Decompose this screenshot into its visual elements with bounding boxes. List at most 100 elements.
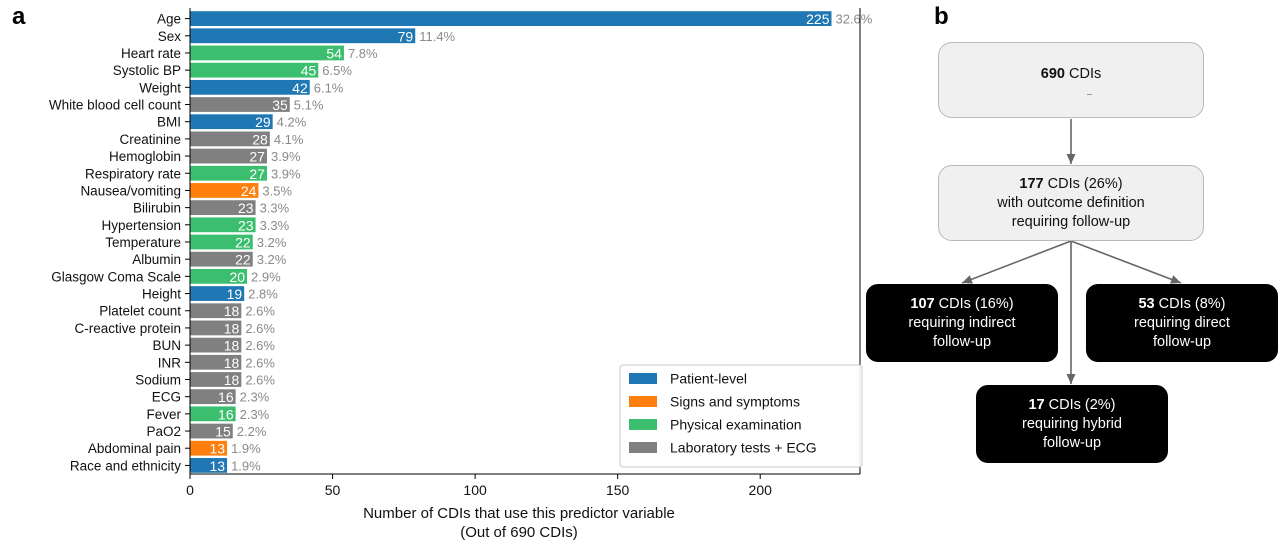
bar-chart: Age 225 32.6% Sex 79 11.4% Heart rate 54 7.8% Sys… bbox=[49, 11, 873, 474]
bar bbox=[190, 458, 228, 473]
x-tick-label: 150 bbox=[606, 482, 630, 498]
bar bbox=[190, 97, 290, 112]
flow-box-indirect: 107 CDIs (16%) requiring indirect follow… bbox=[866, 284, 1058, 362]
flow-direct-count: 53 bbox=[1138, 295, 1155, 312]
bar-value-label: 13 bbox=[209, 458, 225, 474]
category-label: BUN bbox=[152, 338, 181, 353]
flow-box-direct: 53 CDIs (8%) requiring direct follow-up bbox=[1086, 284, 1278, 362]
category-label: Sex bbox=[158, 29, 182, 44]
bar-value-label: 79 bbox=[398, 28, 414, 44]
x-axis-title: Number of CDIs that use this predictor v… bbox=[363, 505, 675, 522]
category-label: Age bbox=[157, 12, 181, 27]
arrow-head bbox=[962, 275, 973, 284]
bar-value-label: 27 bbox=[249, 166, 265, 182]
category-label: Bilirubin bbox=[133, 201, 181, 216]
flow-followup-line3: requiring follow-up bbox=[1011, 213, 1131, 230]
legend-swatch bbox=[629, 396, 657, 407]
bar bbox=[190, 303, 242, 319]
bar-percent-label: 2.3% bbox=[240, 407, 270, 422]
flow-total-text: CDIs bbox=[1064, 66, 1102, 82]
bar-value-label: 23 bbox=[238, 200, 254, 216]
bar bbox=[190, 320, 242, 336]
legend-label: Physical examination bbox=[670, 417, 802, 433]
bar bbox=[190, 217, 256, 233]
flow-total-count: 690 bbox=[1040, 66, 1065, 82]
flow-direct-line1: CDIs (8%) bbox=[1154, 295, 1226, 312]
bar bbox=[190, 423, 233, 439]
bar-percent-label: 1.9% bbox=[231, 458, 261, 473]
bar bbox=[190, 131, 270, 147]
bar-percent-label: 3.9% bbox=[271, 166, 301, 181]
bar-percent-label: 3.2% bbox=[257, 252, 287, 267]
panel-a-letter: a bbox=[12, 3, 26, 30]
bar-percent-label: 32.6% bbox=[835, 12, 872, 27]
bar-percent-label: 4.2% bbox=[277, 115, 307, 130]
x-tick-label: 50 bbox=[325, 482, 341, 498]
category-label: Hemoglobin bbox=[109, 149, 181, 164]
legend-swatch bbox=[629, 442, 657, 453]
flow-hybrid-count: 17 bbox=[1028, 396, 1045, 413]
category-label: Sodium bbox=[135, 372, 181, 387]
bar-value-label: 54 bbox=[326, 45, 342, 61]
category-label: Nausea/vomiting bbox=[80, 183, 181, 198]
bar bbox=[190, 354, 242, 370]
category-label: C-reactive protein bbox=[74, 321, 181, 336]
x-tick-label: 200 bbox=[749, 482, 773, 498]
bar-percent-label: 4.1% bbox=[274, 132, 304, 147]
bar bbox=[190, 440, 228, 456]
legend-frame bbox=[619, 364, 863, 468]
flowchart-arrows bbox=[961, 119, 1182, 384]
bar-value-label: 16 bbox=[218, 389, 234, 405]
bar-value-label: 23 bbox=[238, 217, 254, 233]
bar-percent-label: 6.1% bbox=[314, 80, 344, 95]
bar-percent-label: 7.8% bbox=[348, 46, 378, 61]
bar-percent-label: 2.6% bbox=[245, 355, 275, 370]
bar-percent-label: 3.2% bbox=[257, 235, 287, 250]
legend-swatch bbox=[629, 419, 657, 430]
category-label: Height bbox=[142, 287, 181, 302]
legend-label: Laboratory tests + ECG bbox=[670, 440, 817, 456]
bar-percent-label: 2.6% bbox=[245, 338, 275, 353]
category-label: Platelet count bbox=[99, 304, 181, 319]
bar-value-label: 16 bbox=[218, 406, 234, 422]
x-tick-label: 100 bbox=[463, 482, 487, 498]
bar-value-label: 45 bbox=[301, 63, 317, 79]
bar-value-label: 28 bbox=[252, 131, 268, 147]
bar-percent-label: 5.1% bbox=[294, 98, 324, 113]
flow-indirect-count: 107 bbox=[910, 295, 935, 312]
flow-indirect-line2: requiring indirect bbox=[908, 314, 1016, 331]
bar-value-label: 18 bbox=[224, 338, 240, 354]
category-label: Fever bbox=[146, 407, 181, 422]
bar bbox=[190, 62, 319, 78]
bar bbox=[190, 165, 267, 181]
bar bbox=[190, 406, 236, 422]
flow-arrow bbox=[1070, 240, 1182, 284]
bar-value-label: 27 bbox=[249, 149, 265, 165]
bar-value-label: 22 bbox=[235, 235, 251, 251]
bar bbox=[190, 28, 416, 44]
category-label: INR bbox=[158, 355, 182, 370]
category-label: Weight bbox=[139, 80, 181, 95]
bar bbox=[190, 268, 248, 284]
category-label: Abdominal pain bbox=[88, 441, 181, 456]
bar-value-label: 24 bbox=[241, 183, 257, 199]
dash-mark bbox=[1086, 94, 1092, 95]
bar bbox=[190, 148, 267, 164]
bar bbox=[190, 11, 832, 26]
category-label: Respiratory rate bbox=[85, 166, 181, 181]
bar bbox=[190, 114, 273, 130]
flow-followup-line1: CDIs (26%) bbox=[1043, 175, 1123, 192]
category-label: Hypertension bbox=[101, 218, 181, 233]
x-axis-subtitle: (Out of 690 CDIs) bbox=[460, 524, 578, 541]
category-label: Heart rate bbox=[121, 46, 181, 61]
flow-hybrid-line3: follow-up bbox=[1042, 434, 1102, 451]
category-label: White blood cell count bbox=[49, 98, 181, 113]
bar-value-label: 22 bbox=[235, 252, 251, 268]
bar bbox=[190, 337, 242, 353]
flow-direct-line3: follow-up bbox=[1152, 333, 1212, 350]
bar bbox=[190, 79, 310, 95]
category-label: Creatinine bbox=[119, 132, 181, 147]
category-label: BMI bbox=[157, 115, 181, 130]
bar-percent-label: 11.4% bbox=[419, 29, 455, 44]
